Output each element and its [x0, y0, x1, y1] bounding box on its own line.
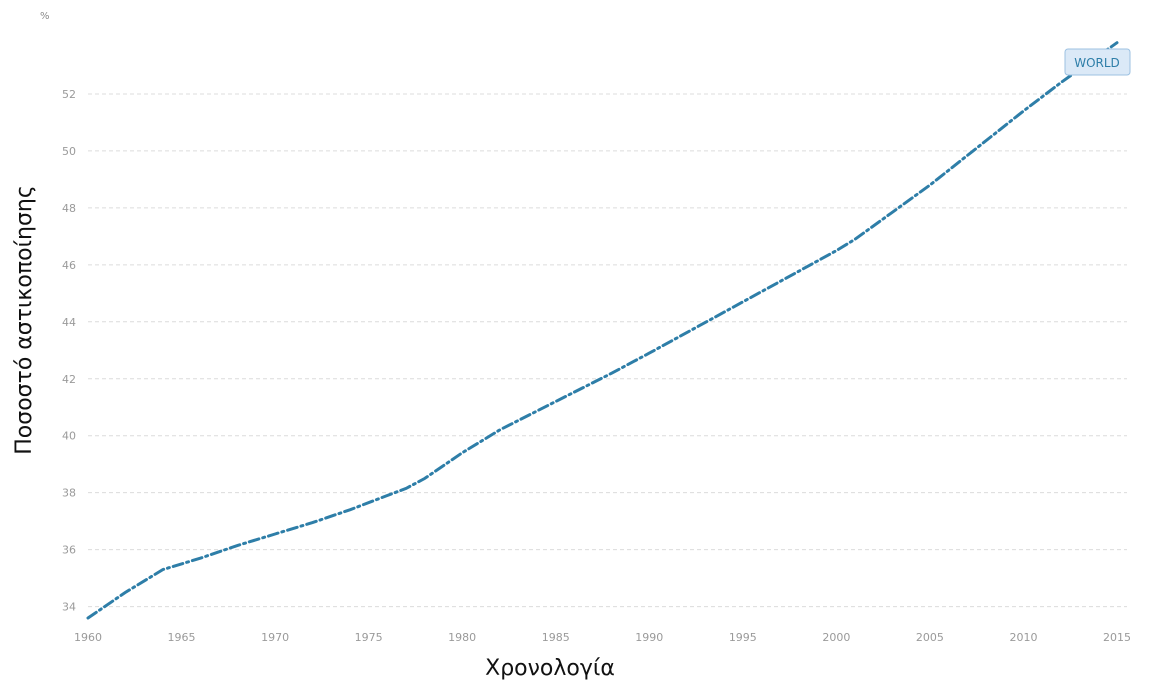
- x-tick-label: 1965: [168, 631, 196, 644]
- y-tick-label: 36: [62, 544, 76, 557]
- legend-box: [1064, 48, 1131, 76]
- x-tick-label: 1980: [448, 631, 476, 644]
- legend: WORLD: [1064, 48, 1131, 76]
- x-tick-label: 1990: [635, 631, 663, 644]
- unit-label: %: [40, 11, 50, 22]
- x-tick-label: 1970: [261, 631, 289, 644]
- y-tick-label: 48: [62, 202, 76, 215]
- y-tick-label: 34: [62, 601, 76, 614]
- x-tick-label: 1975: [355, 631, 383, 644]
- y-tick-label: 46: [62, 259, 76, 272]
- y-tick-label: 50: [62, 145, 76, 158]
- y-tick-label: 38: [62, 487, 76, 500]
- y-axis-title: Ποσοστό αστικοποίησης: [12, 185, 37, 455]
- x-tick-label: 2015: [1103, 631, 1131, 644]
- x-tick-label: 1995: [729, 631, 757, 644]
- series-line-world: [86, 41, 1119, 620]
- x-axis-ticks: 1960 1965 1970 1975 1980 1985 1990 1995 2000 2005…: [74, 631, 1131, 644]
- x-tick-label: 2010: [1009, 631, 1037, 644]
- grid: [88, 93, 1127, 608]
- x-tick-label: 1960: [74, 631, 102, 644]
- x-tick-label: 2005: [916, 631, 944, 644]
- y-tick-label: 42: [62, 373, 76, 386]
- y-tick-label: 40: [62, 430, 76, 443]
- y-axis-ticks: 34 36 38 40 42 44 46 48 50 52: [62, 88, 76, 614]
- x-tick-label: 1985: [542, 631, 570, 644]
- y-tick-label: 52: [62, 88, 76, 101]
- legend-label-world: WORLD: [1074, 56, 1120, 70]
- y-tick-label: 44: [62, 316, 76, 329]
- series-group: [86, 41, 1119, 620]
- x-axis-title: Χρονολογία: [485, 656, 615, 681]
- x-tick-label: 2000: [822, 631, 850, 644]
